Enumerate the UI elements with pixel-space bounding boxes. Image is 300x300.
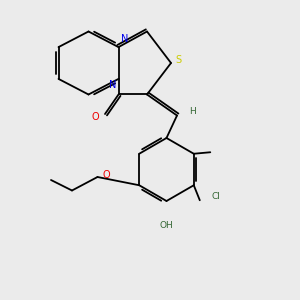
Text: Cl: Cl: [212, 192, 220, 201]
Text: N: N: [109, 80, 116, 90]
Text: O: O: [103, 169, 110, 180]
Text: O: O: [92, 112, 99, 122]
Text: H: H: [189, 106, 195, 116]
Text: N: N: [121, 34, 128, 44]
Text: S: S: [176, 55, 182, 65]
Text: OH: OH: [160, 220, 173, 230]
